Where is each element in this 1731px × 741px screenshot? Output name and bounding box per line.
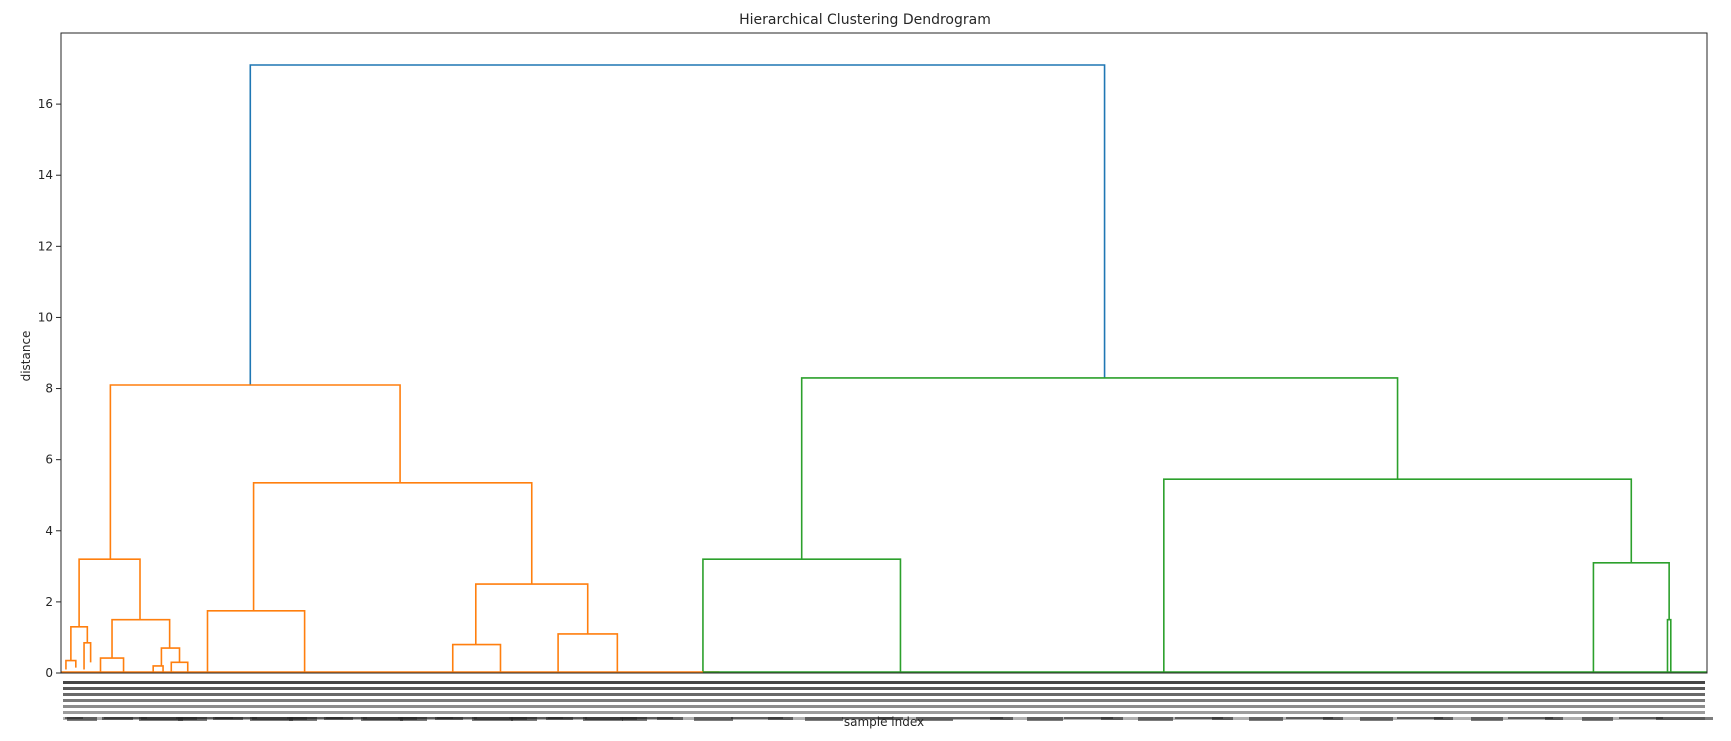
- x-axis-label: sample index: [844, 715, 924, 729]
- dendrogram-link-o-b: [252, 481, 533, 611]
- leaf-label-tail: [104, 717, 147, 719]
- chart-title: Hierarchical Clustering Dendrogram: [739, 12, 991, 28]
- leaf-label-tail: [731, 717, 783, 719]
- leaf-label-tail: [1249, 717, 1283, 721]
- leaf-label-tail: [879, 717, 903, 720]
- y-tick-label: 8: [45, 382, 53, 396]
- y-tick-label: 16: [38, 97, 53, 111]
- leaf-label-tail: [326, 717, 367, 719]
- leaf-label-tail: [1656, 717, 1713, 720]
- y-axis-label: distance: [19, 331, 33, 382]
- leaf-label-tail: [1360, 717, 1393, 721]
- dendrogram-link-g-b2a: [1666, 618, 1672, 673]
- leaf-label-tail: [400, 717, 427, 721]
- dendrogram-link-o-a2: [111, 618, 171, 659]
- dendrogram-link-o-b2: [474, 583, 589, 645]
- dendrogram-link-o-a1a: [65, 659, 77, 670]
- leaf-label-tail: [252, 717, 307, 720]
- dendrogram-link-o-b1: [206, 609, 306, 673]
- dendrogram-link-o-b2b: [557, 633, 619, 673]
- leaf-label-tail: [768, 717, 793, 720]
- leaf-label-tail: [694, 717, 733, 721]
- leaf-label-band: [63, 693, 1705, 696]
- leaf-label-tail: [1286, 717, 1333, 719]
- leaf-label-band: [63, 711, 1705, 714]
- dendrogram-link-o-a: [78, 558, 141, 627]
- dendrogram-link-g-b2: [1592, 561, 1670, 673]
- leaf-label-band: [63, 705, 1705, 708]
- leaf-label-tail: [1545, 717, 1563, 720]
- leaf-label-tail: [363, 717, 417, 720]
- leaf-label-tail: [1619, 717, 1663, 719]
- y-tick-label: 10: [38, 310, 53, 324]
- leaf-label-tail: [67, 717, 97, 721]
- leaf-label-tail: [953, 717, 1003, 719]
- leaf-tick-labels: [63, 681, 1713, 721]
- dendrogram-link-o-b2a: [451, 643, 502, 673]
- dendrogram-link-g-a: [702, 558, 902, 673]
- y-tick-label: 2: [45, 595, 53, 609]
- leaf-label-tail: [585, 717, 637, 720]
- y-axis: 0 2 4 6 8 10 12 14 16: [38, 97, 61, 680]
- leaf-label-tail: [1101, 717, 1123, 720]
- y-tick-label: 0: [45, 666, 53, 680]
- leaf-label-tail: [141, 717, 197, 720]
- dendrogram-link-g-b: [1163, 478, 1633, 673]
- leaf-label-tail: [289, 717, 317, 721]
- leaf-label-tail: [1027, 717, 1063, 721]
- y-tick-label: 14: [38, 168, 53, 182]
- leaf-label-tail: [842, 717, 893, 719]
- leaf-label-tail: [474, 717, 527, 720]
- leaf-label-tail: [1508, 717, 1553, 719]
- leaf-label-band: [63, 699, 1705, 702]
- dendrogram-link-g-top: [800, 377, 1399, 560]
- leaf-label-tail: [990, 717, 1013, 720]
- dendrogram-link-o-a1: [70, 625, 89, 661]
- leaf-label-tail: [511, 717, 537, 721]
- leaf-label-tail: [1323, 717, 1343, 720]
- dendrogram-link-o-a2b1: [152, 665, 164, 673]
- y-tick-label: 4: [45, 524, 53, 538]
- leaf-label-tail: [1212, 717, 1233, 720]
- dendrogram-link-o-top: [109, 384, 401, 560]
- leaf-label-tail: [1064, 717, 1113, 719]
- y-tick-label: 6: [45, 453, 53, 467]
- leaf-label-tail: [437, 717, 477, 719]
- plot-frame: [60, 32, 1708, 674]
- leaf-label-tail: [1175, 717, 1223, 719]
- leaf-label-tail: [805, 717, 843, 721]
- leaf-label-tail: [916, 717, 953, 721]
- leaf-label-tail: [1582, 717, 1613, 721]
- leaf-label-tail: [1397, 717, 1443, 719]
- leaf-label-tail: [1434, 717, 1453, 720]
- leaf-label-tail: [548, 717, 587, 719]
- leaf-label-tail: [622, 717, 647, 721]
- dendrogram-link-root: [249, 64, 1106, 385]
- leaf-label-tail: [1471, 717, 1503, 721]
- y-tick-label: 12: [38, 239, 53, 253]
- leaf-label-band: [63, 681, 1705, 684]
- leaf-label-tail: [657, 717, 683, 720]
- dendrogram-link-o-a2b: [160, 647, 181, 666]
- leaf-label-tail: [178, 717, 207, 721]
- leaf-label-band: [63, 687, 1705, 690]
- leaf-label-tail: [1138, 717, 1173, 721]
- leaf-label-tail: [215, 717, 257, 719]
- dendrogram-link-o-a2b2: [170, 661, 189, 673]
- dendrogram-link-o-a1b: [83, 641, 92, 670]
- dendrogram-links: [61, 64, 1707, 673]
- dendrogram-link-o-a2a: [99, 657, 125, 673]
